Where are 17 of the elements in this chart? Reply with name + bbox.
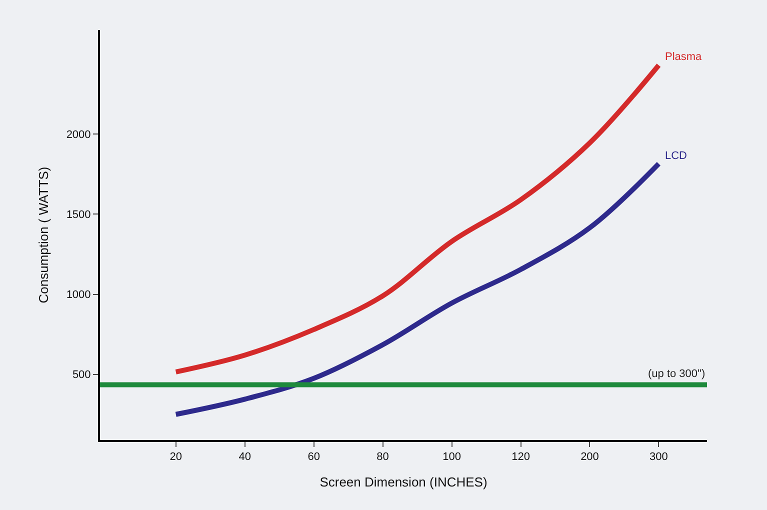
y-tick-label: 2000 <box>66 128 91 141</box>
x-tick-label: 40 <box>238 451 251 464</box>
x-tick-label: 300 <box>650 451 668 464</box>
series-label: Plasma <box>665 51 703 63</box>
x-axis-title: Screen Dimension (INCHES) <box>320 474 488 490</box>
x-tick-label: 100 <box>442 451 461 464</box>
x-tick-label: 80 <box>376 451 389 464</box>
y-axis-title: Consumption ( WATTS) <box>36 166 51 304</box>
y-tick-label: 1000 <box>66 289 91 302</box>
y-tick-label: 500 <box>72 369 91 382</box>
series-label: LCD <box>665 150 688 162</box>
y-tick-label: 1500 <box>66 209 91 222</box>
x-tick-label: 200 <box>580 451 599 464</box>
x-tick-label: 60 <box>308 451 320 464</box>
ref-line-label: (up to 300") <box>648 368 706 380</box>
x-tick-label: 120 <box>512 451 530 464</box>
x-tick-label: 20 <box>170 451 182 464</box>
